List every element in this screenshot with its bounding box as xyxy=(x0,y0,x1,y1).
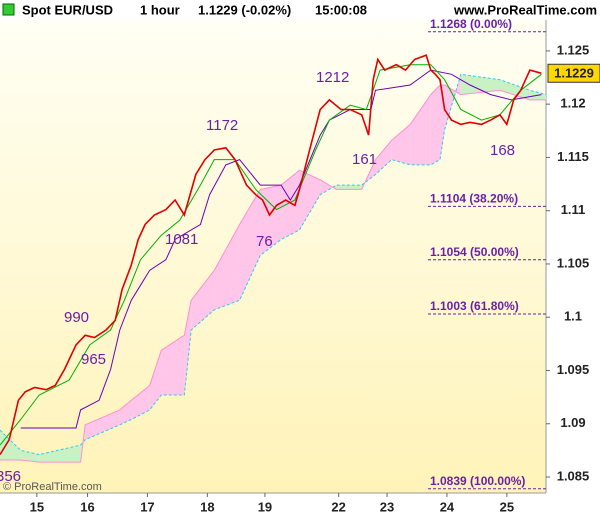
annotation: 161 xyxy=(352,151,377,168)
cloud xyxy=(239,189,261,301)
cloud xyxy=(299,170,321,230)
cloud xyxy=(260,185,282,256)
cloud xyxy=(20,450,40,463)
price-box-label: 1.1229 xyxy=(554,66,594,81)
cloud xyxy=(39,445,81,463)
cloud xyxy=(430,84,441,165)
y-tick-label: 1.125 xyxy=(557,42,590,57)
cloud xyxy=(161,335,185,395)
x-tick-label: 25 xyxy=(500,499,514,514)
fib-label: 1.1003 (61.80%) xyxy=(430,299,519,313)
icon[interactable] xyxy=(2,3,15,16)
y-tick-label: 1.12 xyxy=(560,96,585,111)
cloud xyxy=(191,270,215,331)
annotation: 965 xyxy=(81,351,106,368)
cloud xyxy=(499,79,530,100)
annotation: 168 xyxy=(490,142,515,159)
cloud xyxy=(375,140,392,175)
price-box xyxy=(547,63,600,83)
annotation: 1212 xyxy=(316,69,349,86)
cloud xyxy=(320,179,337,195)
cloud xyxy=(281,170,300,240)
y-tick-label: 1.11 xyxy=(561,202,586,217)
series-line xyxy=(20,69,542,429)
cloud xyxy=(391,124,411,165)
y-tick-label: 1.085 xyxy=(557,468,590,483)
cloud xyxy=(184,300,192,395)
fib-label: 1.1268 (0.00%) xyxy=(430,17,512,31)
symbol: Spot EUR/USD xyxy=(22,2,113,17)
y-tick-label: 1.095 xyxy=(557,362,590,377)
site[interactable]: www.ProRealTime.com xyxy=(453,2,597,17)
fib-label: 1.1104 (38.20%) xyxy=(430,192,518,206)
x-tick-label: 15 xyxy=(30,499,44,514)
cloud xyxy=(149,350,162,410)
cloud xyxy=(410,94,431,165)
series-line xyxy=(0,54,542,456)
annotation: 356 xyxy=(0,468,21,485)
y-tick-label: 1.09 xyxy=(560,415,585,430)
series-line xyxy=(0,73,547,456)
fib-label: 1.1054 (50.00%) xyxy=(430,245,519,259)
footer: © ProRealTime.com xyxy=(3,481,102,493)
y-tick-label: 1.1 xyxy=(564,309,582,324)
cloud xyxy=(460,74,500,95)
x-tick-label: 24 xyxy=(440,499,455,514)
x-tick-label: 16 xyxy=(80,499,94,514)
annotation: 1172 xyxy=(206,117,238,134)
x-tick-label: 23 xyxy=(380,499,394,514)
x-tick-label: 18 xyxy=(200,499,214,514)
y-tick-label: 1.115 xyxy=(557,149,589,164)
cloud xyxy=(0,430,21,460)
x-tick-label: 17 xyxy=(140,499,154,514)
cloud xyxy=(131,385,150,420)
y-tick-label: 1.105 xyxy=(557,255,590,270)
quote: 1.1229 (-0.02%) xyxy=(198,2,291,17)
annotation: 990 xyxy=(64,309,89,326)
x-tick-label: 22 xyxy=(331,499,345,514)
annotation: 1081 xyxy=(165,231,198,248)
cloud xyxy=(85,409,120,440)
cloud xyxy=(214,224,240,310)
series-line xyxy=(0,64,542,446)
fib-label: 1.0839 (100.00%) xyxy=(430,474,525,488)
time: 15:00:08 xyxy=(315,2,367,17)
timeframe: 1 hour xyxy=(140,2,180,17)
annotation: 76 xyxy=(256,233,273,250)
cloud xyxy=(336,185,362,190)
x-tick-label: 19 xyxy=(258,499,272,514)
cloud xyxy=(119,400,132,425)
